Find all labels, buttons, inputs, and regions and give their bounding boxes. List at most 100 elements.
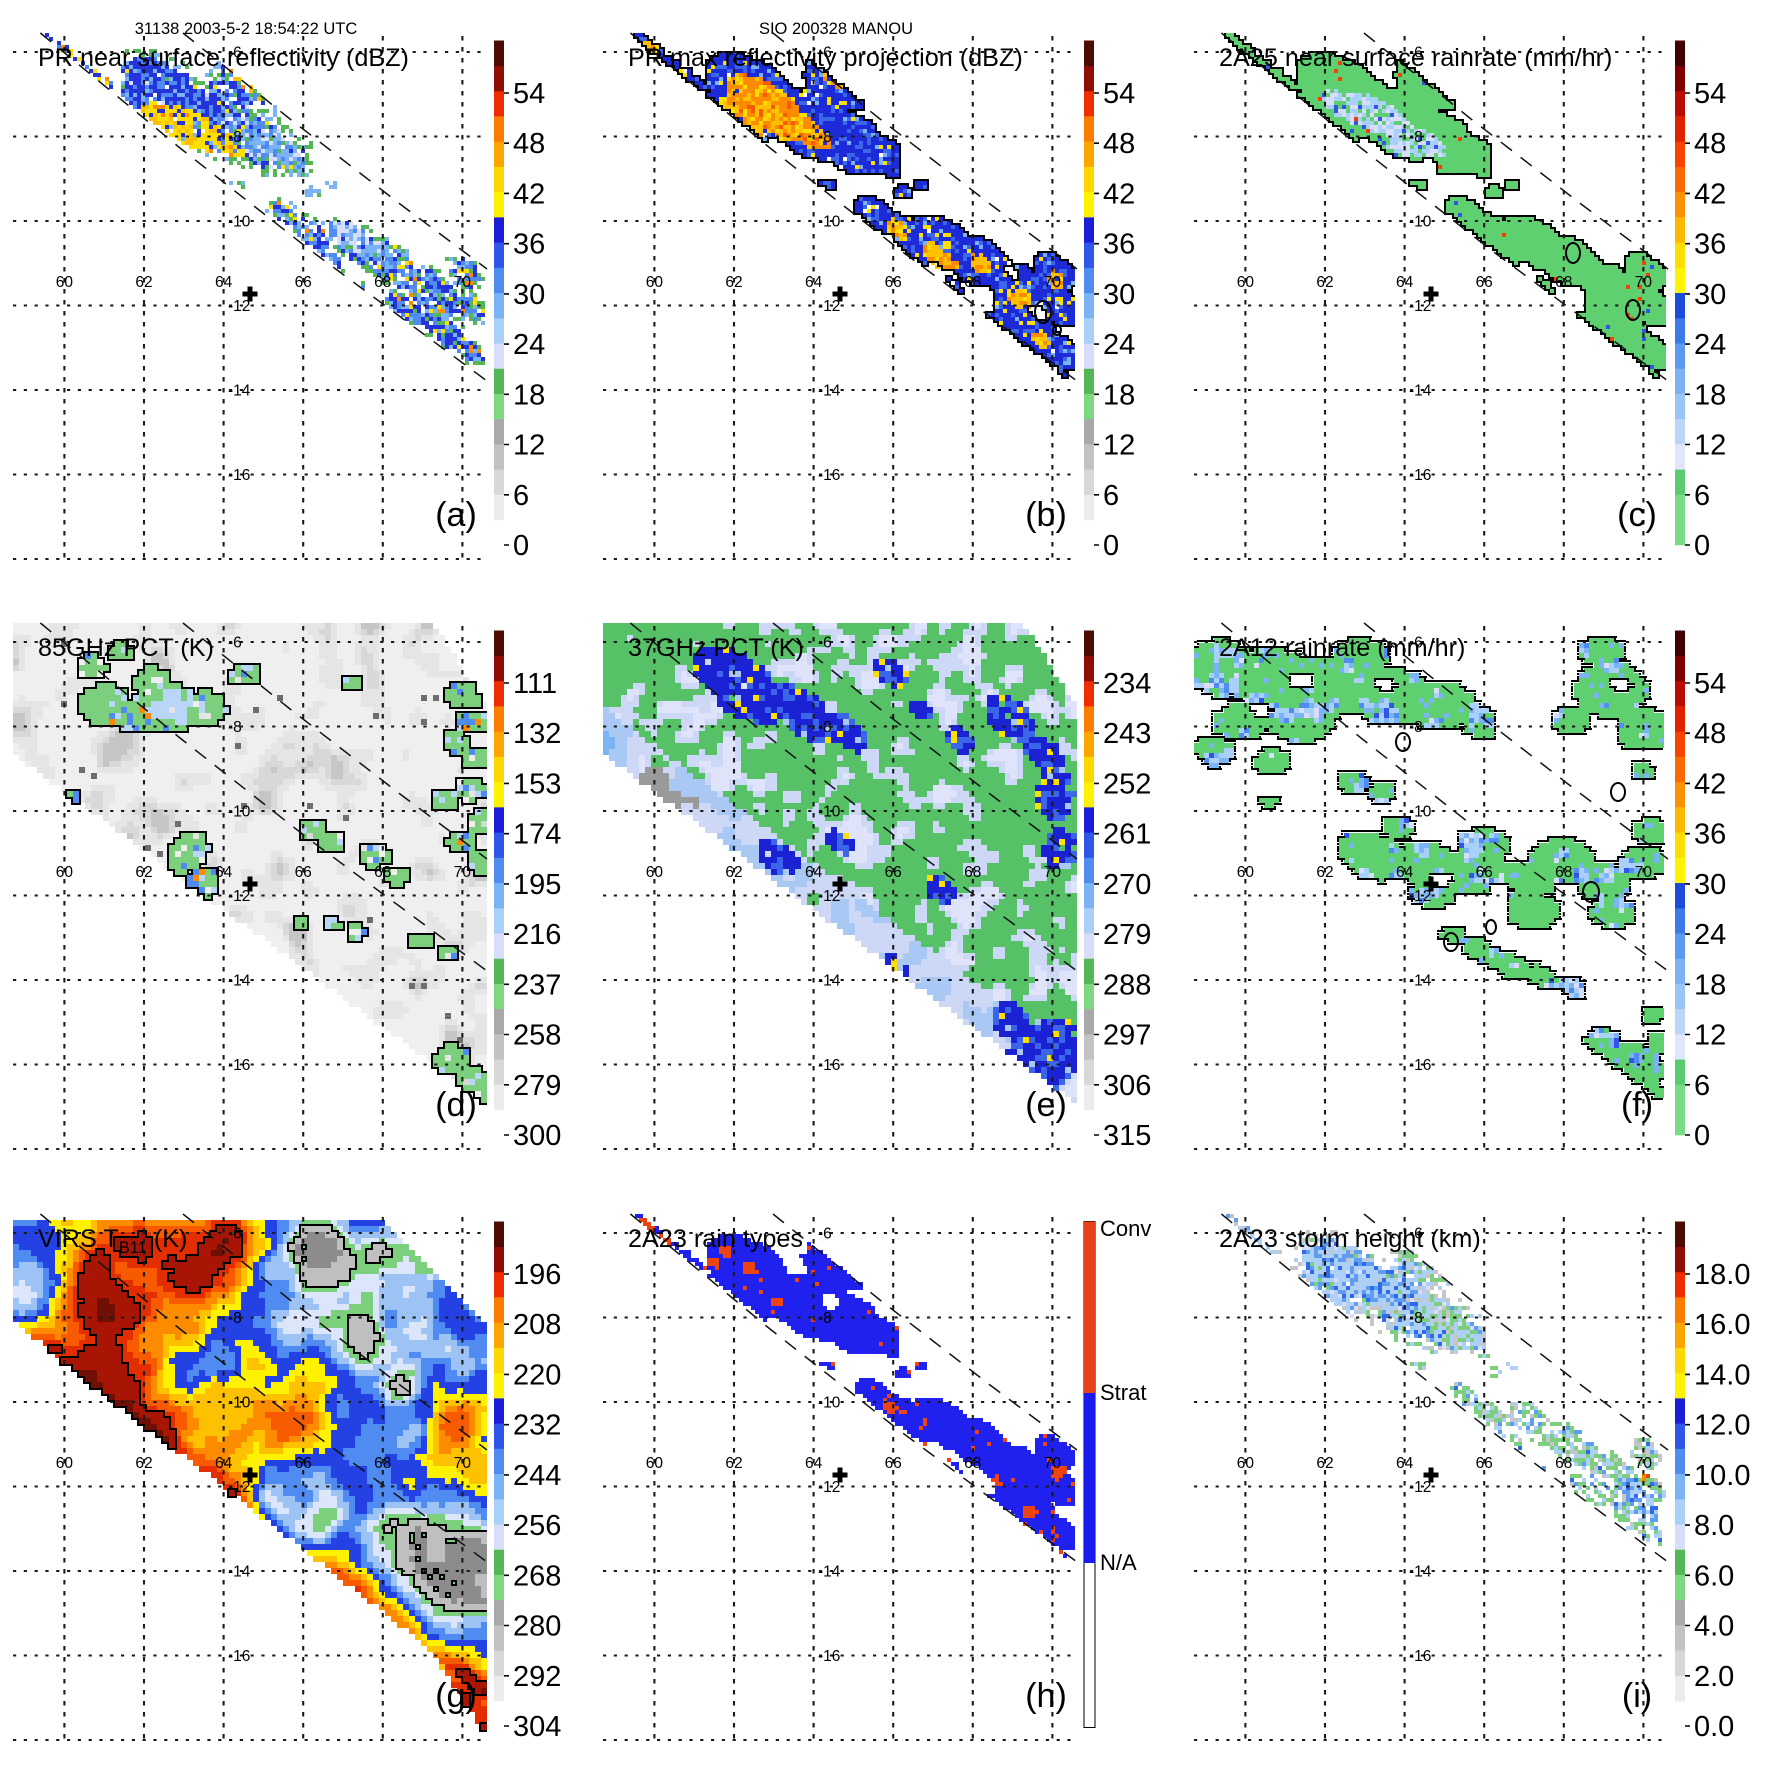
svg-text:62: 62 [135, 274, 152, 291]
svg-text:237: 237 [513, 969, 561, 1001]
svg-text:-6: -6 [1409, 45, 1423, 62]
svg-text:0: 0 [1103, 530, 1119, 562]
svg-text:Strat: Strat [1100, 1380, 1146, 1405]
svg-text:70: 70 [454, 1455, 472, 1472]
svg-text:111: 111 [513, 668, 557, 700]
svg-text:-6: -6 [228, 45, 242, 62]
svg-text:48: 48 [1694, 128, 1726, 160]
svg-text:64: 64 [215, 1455, 233, 1472]
svg-text:VIRS TB11 (K): VIRS TB11 (K) [38, 1225, 187, 1257]
svg-text:-14: -14 [1409, 383, 1432, 400]
svg-text:174: 174 [513, 819, 561, 851]
svg-text:-14: -14 [1409, 1564, 1432, 1581]
svg-text:64: 64 [805, 1455, 823, 1472]
svg-text:68: 68 [374, 864, 391, 881]
svg-text:60: 60 [646, 1455, 664, 1472]
svg-text:37GHz PCT (K): 37GHz PCT (K) [628, 634, 804, 662]
svg-text:315: 315 [1103, 1120, 1151, 1152]
svg-text:64: 64 [805, 274, 823, 291]
svg-text:-6: -6 [228, 635, 242, 652]
svg-text:70: 70 [454, 864, 472, 881]
svg-text:0: 0 [1694, 530, 1710, 562]
svg-text:60: 60 [646, 274, 664, 291]
svg-text:-14: -14 [818, 383, 841, 400]
svg-text:-10: -10 [818, 804, 841, 821]
svg-text:24: 24 [1694, 329, 1726, 361]
svg-text:-12: -12 [818, 1479, 840, 1496]
svg-text:-16: -16 [1409, 467, 1431, 484]
svg-text:-8: -8 [1409, 1310, 1423, 1327]
svg-text:-12: -12 [228, 1479, 250, 1496]
svg-text:68: 68 [374, 1455, 391, 1472]
svg-text:-12: -12 [1409, 298, 1431, 315]
svg-text:85GHz PCT (K): 85GHz PCT (K) [38, 634, 214, 662]
svg-text:2A25 near surface rainrate (mm: 2A25 near surface rainrate (mm/hr) [1219, 44, 1612, 72]
svg-text:PR max reflectivity projection: PR max reflectivity projection (dBZ) [628, 44, 1023, 72]
svg-text:70: 70 [1044, 274, 1062, 291]
svg-text:14.0: 14.0 [1694, 1359, 1750, 1391]
svg-text:268: 268 [513, 1560, 561, 1592]
svg-text:-8: -8 [818, 129, 832, 146]
svg-text:-12: -12 [228, 298, 250, 315]
svg-text:16.0: 16.0 [1694, 1309, 1750, 1341]
svg-text:12.0: 12.0 [1694, 1410, 1750, 1442]
svg-text:-10: -10 [228, 804, 251, 821]
svg-text:62: 62 [135, 1455, 152, 1472]
svg-text:-16: -16 [818, 1057, 840, 1074]
svg-text:68: 68 [964, 1455, 981, 1472]
svg-text:70: 70 [1044, 864, 1062, 881]
svg-text:70: 70 [454, 274, 472, 291]
svg-text:-12: -12 [818, 888, 840, 905]
svg-text:4.0: 4.0 [1694, 1611, 1734, 1643]
svg-text:48: 48 [1694, 718, 1726, 750]
svg-text:18: 18 [1103, 379, 1135, 411]
svg-text:68: 68 [1555, 1455, 1572, 1472]
svg-text:42: 42 [1103, 178, 1135, 210]
svg-text:270: 270 [1103, 869, 1151, 901]
svg-text:62: 62 [135, 864, 152, 881]
svg-text:PR near surface reflectivity (: PR near surface reflectivity (dBZ) [38, 44, 409, 72]
svg-text:208: 208 [513, 1309, 561, 1341]
svg-text:12: 12 [1694, 430, 1726, 462]
svg-text:6: 6 [1694, 480, 1710, 512]
svg-text:196: 196 [513, 1259, 561, 1291]
svg-text:220: 220 [513, 1359, 561, 1391]
svg-text:12: 12 [1103, 430, 1135, 462]
svg-text:216: 216 [513, 919, 561, 951]
svg-text:62: 62 [725, 274, 742, 291]
svg-text:-14: -14 [1409, 973, 1432, 990]
svg-text:18: 18 [513, 379, 545, 411]
svg-text:42: 42 [513, 178, 545, 210]
svg-text:132: 132 [513, 718, 561, 750]
svg-text:(e): (e) [1025, 1086, 1067, 1124]
svg-text:243: 243 [1103, 718, 1151, 750]
svg-text:68: 68 [1555, 864, 1572, 881]
svg-text:2A12 rainrate (mm/hr): 2A12 rainrate (mm/hr) [1219, 634, 1465, 662]
svg-text:252: 252 [1103, 768, 1151, 800]
svg-text:(i): (i) [1622, 1677, 1652, 1715]
svg-text:66: 66 [295, 1455, 312, 1472]
svg-text:36: 36 [1694, 819, 1726, 851]
svg-text:-10: -10 [818, 1395, 841, 1412]
svg-text:62: 62 [725, 1455, 742, 1472]
svg-text:2.0: 2.0 [1694, 1661, 1734, 1693]
svg-text:66: 66 [885, 864, 902, 881]
svg-text:-10: -10 [1409, 214, 1432, 231]
svg-text:60: 60 [56, 274, 74, 291]
svg-text:2A23 storm height (km): 2A23 storm height (km) [1219, 1225, 1481, 1253]
svg-text:12: 12 [513, 430, 545, 462]
svg-text:54: 54 [1103, 78, 1135, 110]
svg-text:258: 258 [513, 1020, 561, 1052]
svg-text:66: 66 [885, 1455, 902, 1472]
svg-text:-14: -14 [228, 383, 251, 400]
svg-text:-10: -10 [228, 1395, 251, 1412]
svg-text:-6: -6 [818, 635, 832, 652]
svg-text:36: 36 [513, 229, 545, 261]
svg-text:68: 68 [964, 864, 981, 881]
svg-text:48: 48 [513, 128, 545, 160]
svg-text:-12: -12 [228, 888, 250, 905]
svg-text:62: 62 [725, 864, 742, 881]
svg-text:2A23 rain types: 2A23 rain types [628, 1225, 803, 1253]
svg-text:N/A: N/A [1100, 1550, 1137, 1575]
svg-text:30: 30 [1694, 279, 1726, 311]
